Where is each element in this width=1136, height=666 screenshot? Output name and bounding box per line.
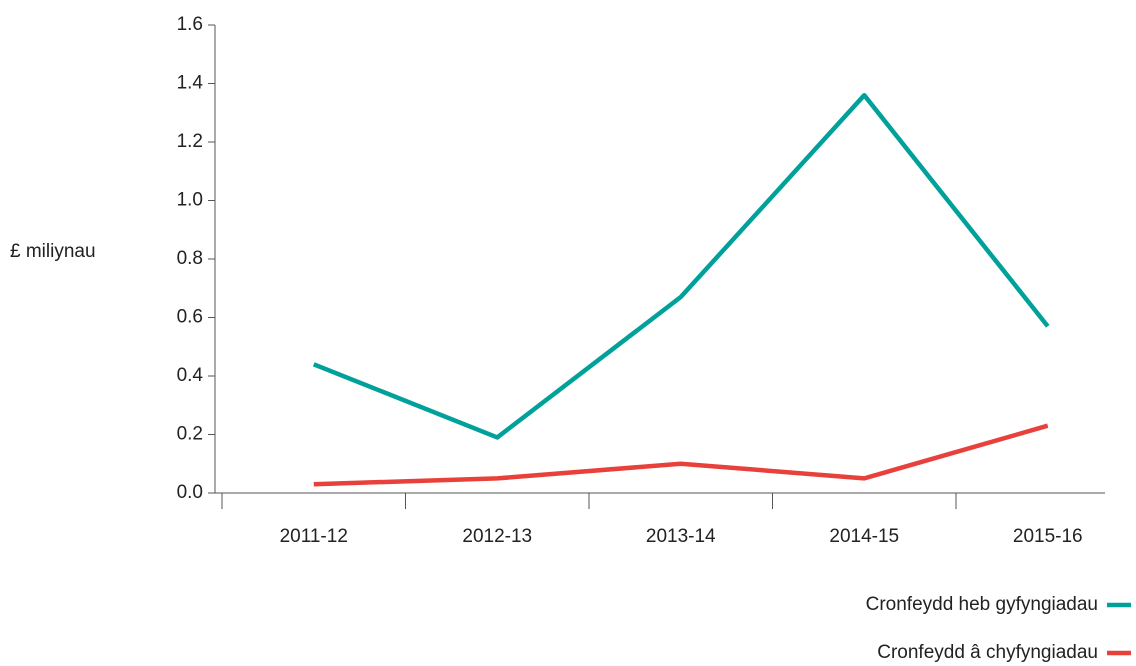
- y-tick-label: 1.2: [177, 131, 203, 152]
- legend-label: Cronfeydd heb gyfyngiadau: [866, 594, 1098, 615]
- y-tick-label: 0.2: [177, 424, 203, 445]
- x-tick-label: 2011-12: [280, 526, 348, 547]
- y-tick-label: 0.8: [177, 248, 203, 269]
- y-tick-label: 0.6: [177, 307, 203, 328]
- x-tick-label: 2012-13: [462, 526, 532, 547]
- line-series: [313, 423, 1049, 487]
- x-tick-label: 2013-14: [646, 526, 716, 547]
- x-tick-label: 2015-16: [1013, 526, 1083, 547]
- y-tick-label: 1.4: [177, 73, 204, 94]
- legend-label: Cronfeydd â chyfyngiadau: [877, 642, 1098, 663]
- x-tick-label: 2014-15: [829, 526, 899, 547]
- line-series: [312, 92, 1050, 440]
- y-tick-label: 1.0: [177, 190, 203, 211]
- y-tick-label: 1.6: [177, 14, 203, 35]
- y-tick-label: 0.0: [177, 482, 203, 503]
- y-tick-label: 0.4: [177, 365, 204, 386]
- y-axis-label: £ miliynau: [10, 241, 96, 262]
